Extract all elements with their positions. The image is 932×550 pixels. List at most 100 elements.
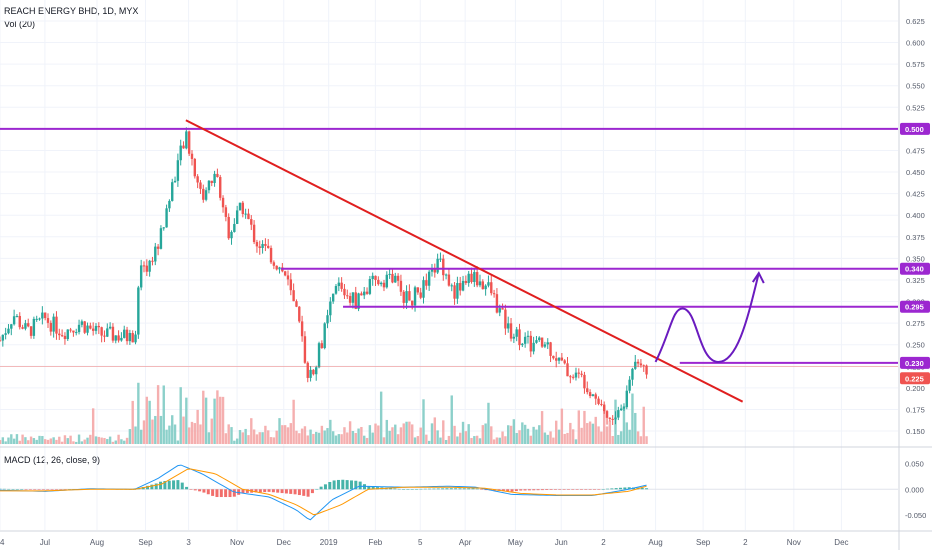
macd-histogram-bar [601, 489, 605, 490]
macd-histogram-bar [571, 489, 575, 490]
macd-tick-label: -0.050 [905, 511, 926, 520]
candle-body [484, 285, 487, 290]
macd-histogram-bar [592, 489, 596, 490]
volume-bar [532, 426, 535, 444]
volume-bar [461, 421, 465, 444]
macd-histogram-bar [328, 481, 332, 490]
macd-histogram-bar [354, 480, 358, 490]
volume-bar [137, 382, 140, 444]
volume-bar [176, 440, 180, 444]
time-tick-label: Sep [138, 538, 153, 547]
volume-bar [35, 439, 38, 444]
volume-bar [281, 425, 284, 444]
candle-body [634, 361, 637, 369]
macd-histogram-bar [606, 488, 610, 490]
candle-body [461, 280, 465, 291]
resistance-levels[interactable] [0, 127, 898, 364]
volume-bar [230, 427, 233, 444]
candle-body [27, 323, 30, 327]
candle-body [300, 321, 304, 337]
macd-histogram-bar [297, 489, 301, 496]
candle-body [168, 200, 171, 209]
candle-body [594, 394, 597, 399]
current-price-label: 0.225 [905, 374, 924, 383]
candle-body [405, 291, 408, 303]
price-tick-label: 0.600 [906, 39, 925, 48]
time-axis[interactable]: 4 Jul Aug Sep 3 Nov Dec 2019 Feb 5 Apr May Jun 2 Aug Se… [0, 538, 849, 547]
volume-bar [603, 405, 606, 444]
candle-body [49, 322, 53, 332]
macd-histogram-bar [501, 489, 505, 492]
candle-body [360, 293, 363, 296]
level-price-badge [900, 262, 930, 275]
volume-bar [15, 434, 19, 444]
volume-bar [396, 434, 400, 444]
price-tick-label: 0.250 [906, 341, 925, 350]
trendline[interactable] [185, 119, 744, 403]
volume-bar [213, 398, 216, 444]
volume-bar [278, 418, 281, 444]
volume-bar [583, 410, 586, 444]
macd-histogram-bar [232, 489, 236, 497]
volume-bar [329, 419, 332, 444]
macd-histogram-bar [163, 480, 167, 490]
volume-bar [402, 423, 405, 444]
volume-indicator-label: Vol (20) [4, 19, 36, 29]
volume-bar [388, 430, 391, 444]
volume-bar [515, 432, 518, 444]
candle-body [35, 318, 38, 320]
volume-bar [501, 431, 504, 444]
candle-body [312, 369, 315, 375]
volume-bar [10, 434, 13, 444]
candle-body [235, 210, 239, 224]
macd-histogram-bar [54, 489, 58, 490]
price-axis[interactable]: 0.625 0.600 0.575 0.550 0.525 0.500 0.475 0.450… [900, 17, 930, 520]
candle-body [38, 318, 41, 320]
candle-body [187, 131, 191, 154]
candle-body [219, 177, 222, 198]
candle-body [162, 227, 165, 229]
candle-body [323, 323, 326, 349]
volume-bar [179, 387, 182, 444]
volume-bar [442, 420, 445, 444]
candle-body [108, 326, 112, 329]
volume-bar [492, 439, 496, 444]
candle-body [464, 280, 468, 284]
macd-histogram-bar [280, 489, 284, 494]
volume-bar [114, 440, 117, 444]
macd-histogram-bar [241, 489, 245, 494]
volume-bar [292, 399, 295, 444]
candle-body [289, 279, 293, 291]
macd-histogram-bar [376, 487, 380, 490]
macd-histogram-bar [159, 481, 163, 490]
volume-bar [419, 427, 422, 444]
macd-histogram-bar [579, 489, 583, 490]
volume-bar [55, 439, 58, 444]
volume-bar [628, 429, 631, 444]
macd-histogram-bar [306, 489, 310, 497]
volume-bar [478, 438, 482, 444]
candle-body [131, 333, 134, 343]
candle-body [151, 260, 154, 262]
projection-path[interactable] [654, 271, 765, 363]
candle-body [411, 300, 414, 306]
volume-bar [526, 428, 530, 444]
macd-histogram-bar [172, 480, 176, 490]
candle-body [343, 288, 346, 296]
candle-body [605, 411, 609, 418]
macd-histogram-bar [358, 481, 362, 490]
candle-body [512, 336, 516, 339]
volume-bar [490, 426, 493, 444]
macd-histogram-bar [406, 489, 410, 490]
time-tick-label: Sep [696, 538, 711, 547]
macd-histogram-bar [176, 480, 180, 490]
volume-bar [348, 421, 352, 444]
volume-bar [58, 436, 61, 444]
candle-body [247, 213, 250, 220]
time-tick-label: Dec [834, 538, 848, 547]
volume-bar [24, 437, 27, 444]
macd-histogram-bar [323, 484, 327, 490]
price-tick-label: 0.550 [906, 82, 925, 91]
macd-histogram-bar [15, 489, 19, 490]
